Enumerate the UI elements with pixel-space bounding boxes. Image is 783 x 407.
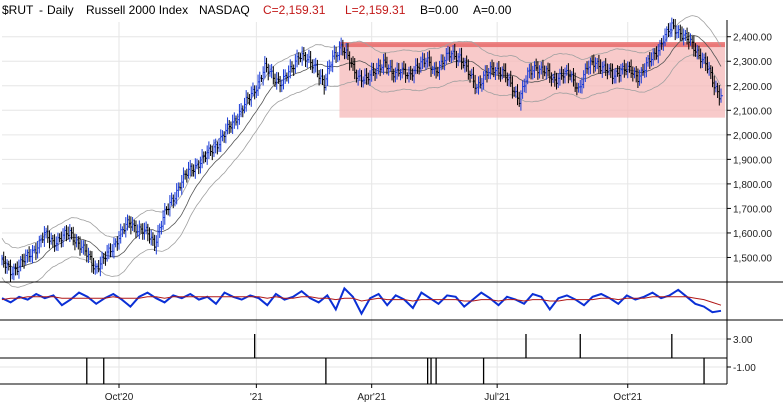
symbol-label: $RUT: [2, 3, 34, 17]
y-tick-label: 1,600.00: [733, 229, 772, 240]
last-value: L=2,159.31: [345, 3, 406, 17]
x-tick-label: Oct'20: [105, 392, 134, 403]
bid-value: B=0.00: [420, 3, 459, 17]
x-tick-label: '21: [250, 392, 263, 403]
y-tick-label: 2,400.00: [733, 33, 772, 44]
consolidation-range: [339, 44, 725, 118]
spike-tick-label: -1.00: [733, 363, 756, 374]
index-name: Russell 2000 Index: [86, 3, 188, 17]
price-axis: 1,500.00 1,600.00 1,700.00 1,800.00 1,900.00…: [726, 20, 772, 384]
moving-average: [1, 34, 722, 269]
exchange-label: NASDAQ: [199, 3, 250, 17]
signal-line: [1, 296, 722, 306]
period-label: Daily: [47, 3, 74, 17]
y-tick-label: 2,200.00: [733, 82, 772, 93]
y-tick-label: 1,500.00: [733, 253, 772, 264]
spike-tick-label: 3.00: [733, 335, 753, 346]
time-axis: Oct'20 '21 Apr'21 Jul'21 Oct'21: [0, 383, 727, 403]
chart-header: $RUT - Daily Russell 2000 Index NASDAQ C…: [2, 3, 512, 17]
separator: -: [39, 3, 43, 17]
gridlines: [2, 22, 727, 384]
x-tick-label: Jul'21: [484, 392, 510, 403]
y-tick-label: 1,700.00: [733, 204, 772, 215]
x-tick-label: Oct'21: [613, 392, 642, 403]
close-value: C=2,159.31: [263, 3, 326, 17]
y-tick-label: 1,900.00: [733, 155, 772, 166]
spike-panel: [0, 334, 727, 384]
y-tick-label: 2,300.00: [733, 57, 772, 68]
y-tick-label: 1,800.00: [733, 180, 772, 191]
oscillator-line: [1, 286, 722, 316]
ask-value: A=0.00: [473, 3, 512, 17]
shaded-range: [339, 42, 725, 118]
oscillator-panel: [0, 281, 783, 321]
y-tick-label: 2,000.00: [733, 131, 772, 142]
price-bars: [1, 17, 723, 283]
x-tick-label: Apr'21: [357, 392, 386, 403]
y-tick-label: 2,100.00: [733, 106, 772, 117]
range-top-line: [339, 42, 725, 48]
upper-channel: [1, 15, 722, 249]
